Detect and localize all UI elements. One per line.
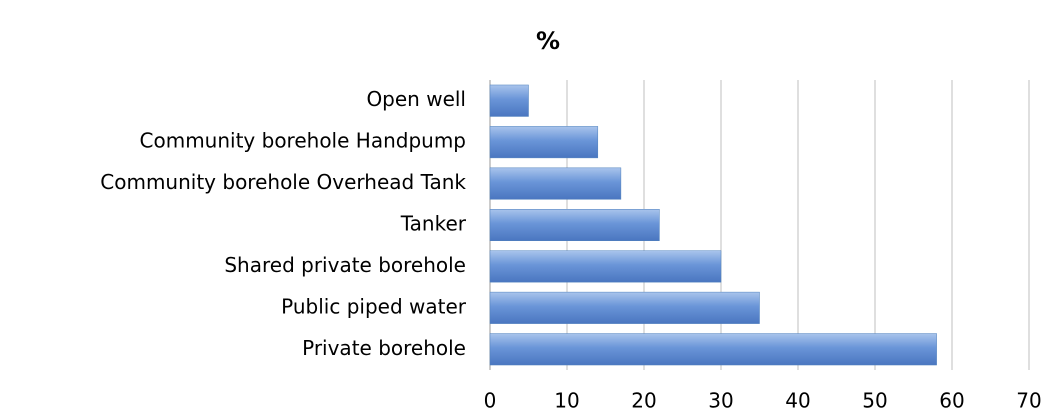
bar (489, 333, 937, 366)
y-tick-label: Community borehole Overhead Tank (100, 170, 466, 194)
bar (489, 84, 529, 117)
bar (489, 250, 722, 283)
chart-title: % (536, 27, 560, 55)
y-tick-label: Shared private borehole (224, 253, 466, 277)
x-tick-label: 20 (631, 389, 656, 408)
y-tick-label: Community borehole Handpump (140, 129, 466, 153)
x-tick-label: 40 (785, 389, 810, 408)
y-tick-label: Public piped water (281, 294, 467, 318)
bar (489, 126, 599, 159)
x-tick-label: 50 (862, 389, 887, 408)
x-tick-label: 70 (1016, 389, 1041, 408)
bar (489, 167, 622, 200)
x-tick-label: 30 (708, 389, 733, 408)
y-tick-label: Tanker (400, 212, 467, 236)
y-tick-label: Private borehole (302, 336, 466, 360)
x-tick-label: 60 (939, 389, 964, 408)
bar (489, 291, 760, 324)
x-tick-label: 10 (554, 389, 579, 408)
bar (489, 209, 660, 241)
x-tick-label: 0 (484, 389, 497, 408)
y-tick-label: Open well (366, 87, 466, 111)
